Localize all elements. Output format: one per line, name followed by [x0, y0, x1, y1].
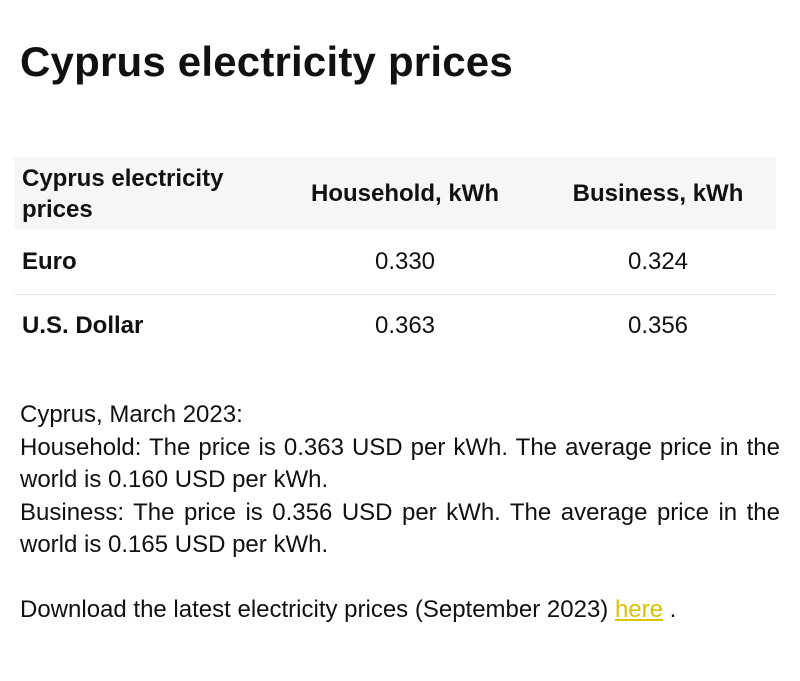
- summary-business: Business: The price is 0.356 USD per kWh…: [20, 498, 780, 559]
- page-title: Cyprus electricity prices: [20, 38, 513, 85]
- cell-household: 0.363: [270, 293, 540, 358]
- row-currency: U.S. Dollar: [14, 293, 270, 358]
- summary-section: Cyprus, March 2023: Household: The price…: [20, 399, 780, 626]
- table-header-label: Cyprus electricity prices: [22, 164, 224, 223]
- download-line: Download the latest electricity prices (…: [20, 594, 780, 627]
- table-header-household: Household, kWh: [311, 179, 499, 207]
- cell-business: 0.356: [540, 293, 776, 358]
- table-row: U.S. Dollar 0.363 0.356: [14, 293, 776, 358]
- cell-household: 0.330: [374, 247, 436, 275]
- download-link[interactable]: here: [614, 595, 663, 623]
- row-currency: Euro: [22, 247, 77, 275]
- summary-household: Household: The price is 0.363 USD per kW…: [20, 433, 780, 494]
- price-table: Cyprus electricity prices Household, kWh…: [14, 157, 776, 358]
- table-header-business: Business, kWh: [572, 179, 744, 207]
- table-header-row: Cyprus electricity prices Household, kWh…: [14, 157, 776, 230]
- download-text: Download the latest electricity prices (…: [20, 595, 615, 623]
- cell-business: 0.324: [627, 247, 689, 275]
- table-row: Euro 0.330 0.324: [14, 230, 776, 294]
- summary-heading: Cyprus, March 2023:: [20, 401, 243, 428]
- download-suffix: .: [663, 595, 677, 623]
